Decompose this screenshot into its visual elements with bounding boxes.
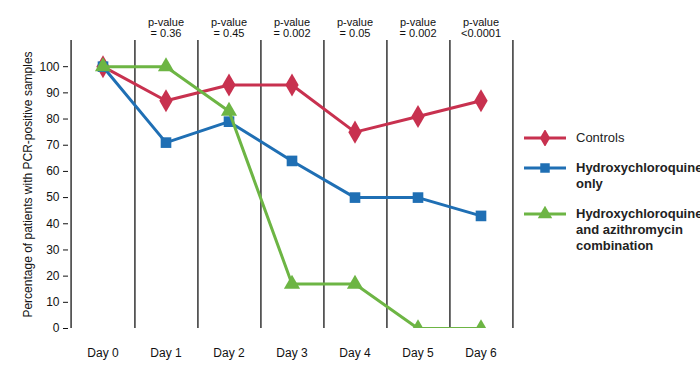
svg-text:10: 10 (46, 295, 60, 309)
svg-text:Day 4: Day 4 (339, 346, 371, 360)
svg-text:p-value= 0.002: p-value= 0.002 (399, 16, 436, 39)
svg-text:Day 0: Day 0 (87, 346, 119, 360)
svg-text:Day 5: Day 5 (402, 346, 434, 360)
svg-text:Day 3: Day 3 (276, 346, 308, 360)
html-text:Controls: Controls (576, 129, 625, 145)
svg-text:70: 70 (46, 138, 60, 152)
svg-text:p-value<0.0001: p-value<0.0001 (461, 16, 501, 39)
svg-text:90: 90 (46, 86, 60, 100)
svg-text:Day 6: Day 6 (465, 346, 497, 360)
svg-text:Day 1: Day 1 (150, 346, 182, 360)
svg-text:Day 2: Day 2 (213, 346, 245, 360)
svg-text:Percentage of patients with PC: Percentage of patients with PCR-positive… (21, 51, 35, 317)
svg-text:80: 80 (46, 112, 60, 126)
svg-text:40: 40 (46, 217, 60, 231)
svg-text:100: 100 (39, 60, 59, 74)
svg-text:0: 0 (53, 321, 60, 335)
svg-text:60: 60 (46, 164, 60, 178)
svg-text:p-value= 0.36: p-value= 0.36 (148, 16, 184, 39)
svg-text:50: 50 (46, 190, 60, 204)
svg-text:p-value= 0.002: p-value= 0.002 (273, 16, 310, 39)
svg-text:20: 20 (46, 269, 60, 283)
svg-text:30: 30 (46, 243, 60, 257)
svg-text:p-value= 0.45: p-value= 0.45 (211, 16, 247, 39)
svg-text:p-value= 0.05: p-value= 0.05 (337, 16, 373, 39)
